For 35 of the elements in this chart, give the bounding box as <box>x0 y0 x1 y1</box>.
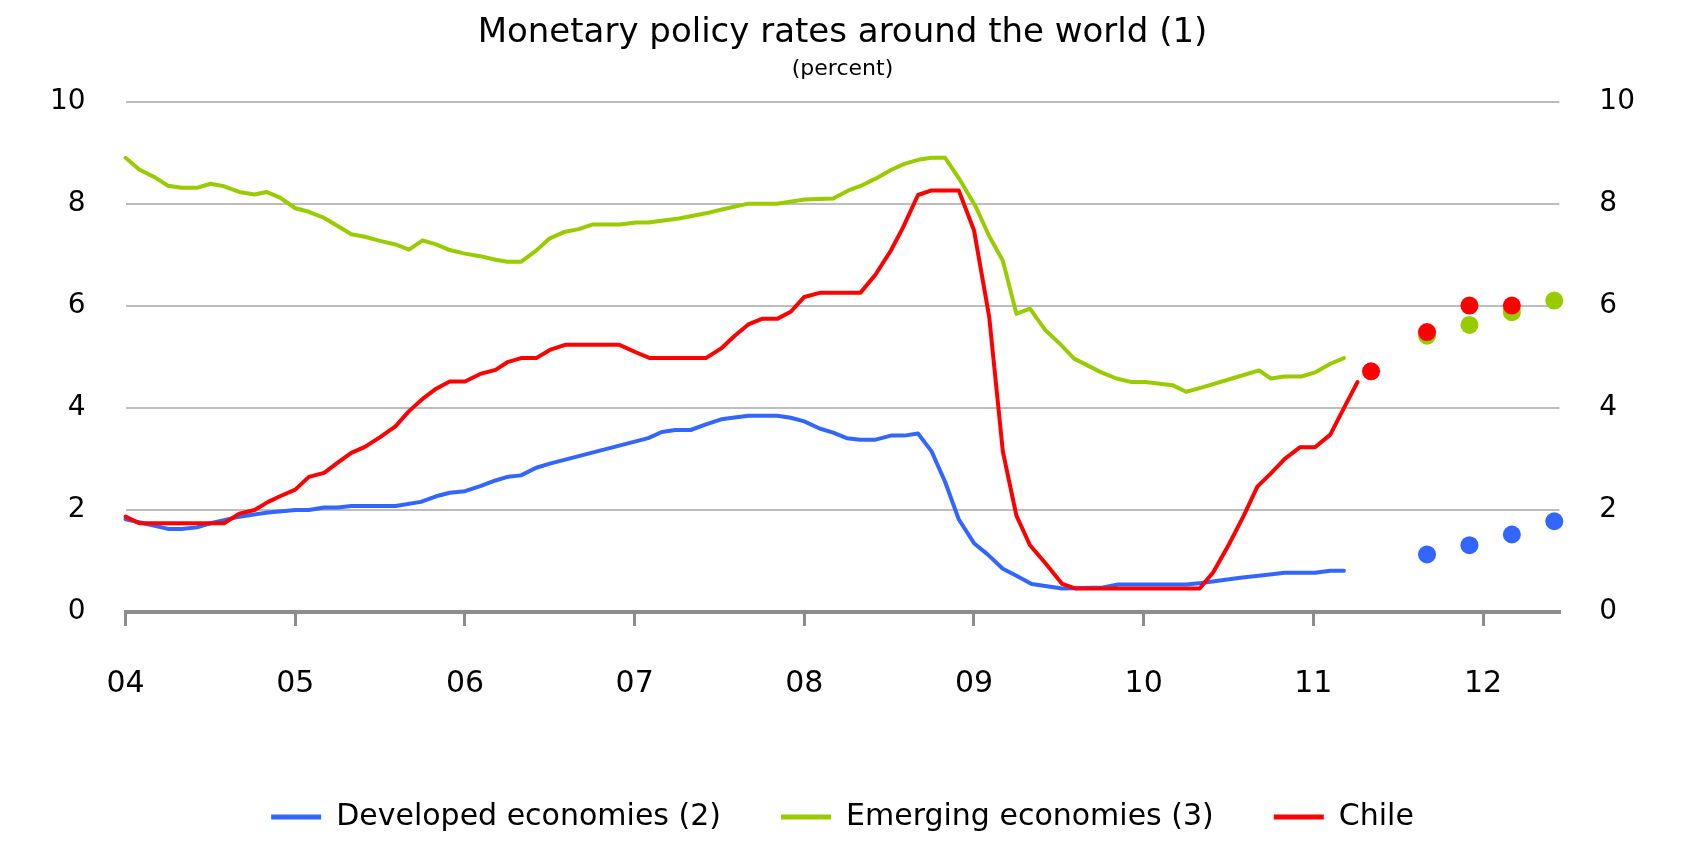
chart-title: Monetary policy rates around the world (1) <box>477 10 1208 51</box>
x-tick-label: 09 <box>954 663 994 699</box>
point <box>1460 536 1479 555</box>
point <box>1418 545 1437 564</box>
legend-label: Emerging economies (3) <box>846 796 1214 832</box>
point <box>1502 296 1521 315</box>
y2-tick-label: 10 <box>1599 83 1636 117</box>
x-tick-label: 04 <box>106 663 145 699</box>
x-tick-label: 07 <box>615 663 654 699</box>
point <box>1545 291 1564 310</box>
y2-tick-label: 0 <box>1599 593 1618 627</box>
x-tick-label: 10 <box>1124 663 1163 699</box>
y-tick-label: 10 <box>49 83 86 117</box>
y2-tick-label: 8 <box>1599 185 1618 219</box>
x-tick-label: 05 <box>276 663 315 699</box>
point <box>1502 525 1521 544</box>
x-tick-label: 08 <box>785 663 824 699</box>
y-tick-label: 4 <box>67 389 86 423</box>
point <box>1460 315 1479 334</box>
y2-tick-label: 2 <box>1599 491 1618 525</box>
point <box>1460 296 1479 315</box>
y-tick-label: 2 <box>67 491 86 525</box>
y-tick-label: 8 <box>67 185 86 219</box>
legend-label: Chile <box>1338 796 1414 832</box>
y2-tick-label: 4 <box>1599 389 1618 423</box>
point <box>1545 512 1564 531</box>
x-tick-label: 12 <box>1463 663 1503 699</box>
y2-tick-label: 6 <box>1599 287 1618 321</box>
chart-subtitle: (percent) <box>791 54 894 80</box>
x-tick-label: 06 <box>445 663 485 699</box>
x-tick-label: 11 <box>1294 663 1333 699</box>
y-tick-label: 6 <box>67 287 86 321</box>
legend-label: Developed economies (2) <box>336 796 722 832</box>
point <box>1362 362 1381 381</box>
y-tick-label: 0 <box>67 593 86 627</box>
